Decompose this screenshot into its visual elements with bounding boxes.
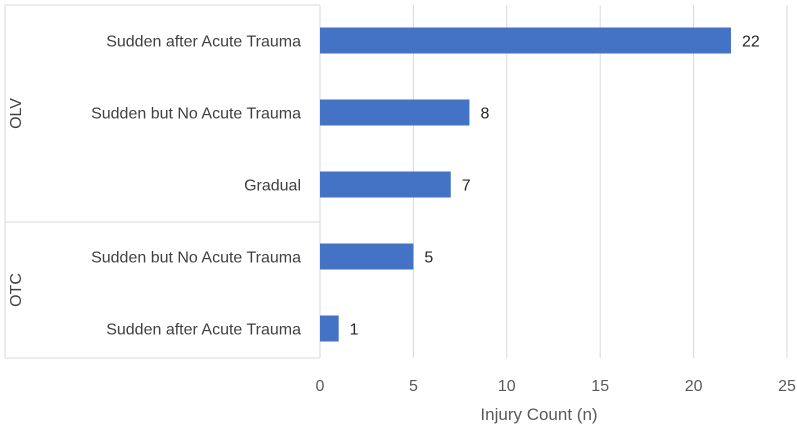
group-labels: OLV OTC (8, 98, 25, 307)
data-label: 7 (462, 178, 471, 195)
group-label: OLV (8, 98, 25, 129)
x-tick-label: 25 (778, 378, 796, 395)
data-label: 8 (480, 106, 489, 123)
bar (320, 315, 339, 342)
data-label: 5 (424, 250, 433, 267)
x-tick-label: 15 (591, 378, 609, 395)
data-labels: 22 8 7 5 1 (350, 34, 760, 339)
bar (320, 171, 451, 198)
x-axis-title: Injury Count (n) (480, 405, 597, 424)
bar (320, 27, 731, 54)
category-label: Gradual (244, 178, 301, 195)
x-tick-label: 5 (409, 378, 418, 395)
grid-lines (412, 5, 788, 358)
bars (320, 27, 731, 342)
bar (320, 243, 414, 270)
category-label: Sudden but No Acute Trauma (91, 106, 301, 123)
x-tick-label: 20 (685, 378, 703, 395)
data-label: 1 (350, 322, 359, 339)
x-tick-label: 0 (316, 378, 325, 395)
group-label: OTC (8, 273, 25, 307)
bar (320, 99, 470, 126)
category-label: Sudden after Acute Trauma (106, 322, 301, 339)
category-label: Sudden after Acute Trauma (106, 34, 301, 51)
data-label: 22 (742, 34, 760, 51)
x-tick-label: 10 (498, 378, 516, 395)
category-label: Sudden but No Acute Trauma (91, 250, 301, 267)
x-tick-labels: 0 5 10 15 20 25 (316, 378, 796, 395)
category-labels: Sudden after Acute Trauma Sudden but No A… (91, 34, 301, 339)
